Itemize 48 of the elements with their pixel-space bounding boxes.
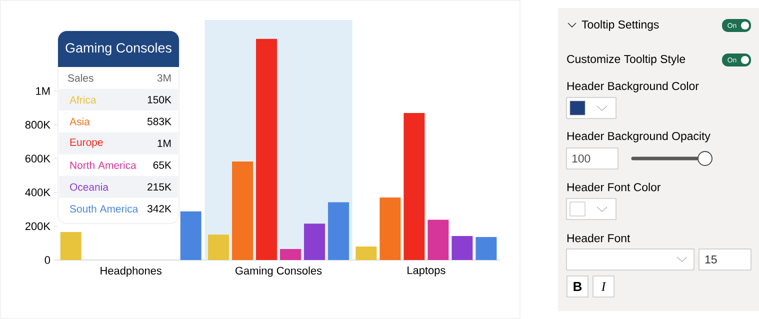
text: Header Font: [567, 234, 630, 242]
annotation: 65K: [153, 161, 172, 169]
bar: [380, 197, 401, 260]
text: 100: [572, 154, 590, 163]
bar: [180, 211, 202, 260]
text: North America: [70, 161, 136, 169]
x-tick-label: Gaming Consoles: [236, 266, 322, 277]
x-tick-label: Laptops: [408, 266, 446, 276]
y-tick-label: 800K: [25, 120, 50, 129]
text: Oceania: [70, 183, 108, 191]
bar: [452, 236, 473, 260]
annotation: Sales: [68, 74, 94, 82]
text: Tooltip Settings: [582, 20, 659, 31]
y-tick-label: 1M: [36, 87, 50, 95]
text: B: [574, 282, 582, 291]
text: Europe: [70, 138, 103, 148]
bar: [208, 234, 230, 260]
y-tick-label: 400K: [25, 188, 50, 196]
bar: [232, 161, 254, 260]
bar: [404, 112, 425, 260]
bar: [328, 202, 350, 260]
y-tick-label: 200K: [25, 222, 50, 230]
annotation: 150K: [148, 96, 172, 104]
text: Header Font Color: [567, 182, 661, 192]
y-tick-label: 600K: [25, 154, 50, 162]
bar: [280, 249, 302, 260]
bar: [476, 237, 497, 260]
text: Africa: [70, 96, 96, 104]
bar: [428, 220, 449, 260]
annotation: 1M: [158, 140, 171, 147]
annotation: 342K: [147, 205, 172, 212]
annotation: 215K: [148, 183, 172, 191]
text: I: [601, 282, 606, 291]
text: Header Background Color: [567, 82, 699, 92]
y-tick-label: 0: [44, 256, 50, 264]
bar: [356, 246, 377, 260]
x-tick-label: Headphones: [100, 266, 162, 277]
annotation: Gaming Consoles: [66, 42, 172, 56]
annotation: 583K: [147, 118, 172, 126]
text: Header Background Opacity: [567, 132, 710, 142]
bar: [256, 38, 278, 260]
annotation: 3M: [157, 74, 171, 82]
text: 15: [705, 256, 717, 264]
text: South America: [70, 204, 138, 213]
bar: [304, 224, 326, 260]
bar: [60, 232, 82, 260]
text: Customize Tooltip Style: [567, 54, 686, 66]
text: Asia: [70, 118, 90, 126]
